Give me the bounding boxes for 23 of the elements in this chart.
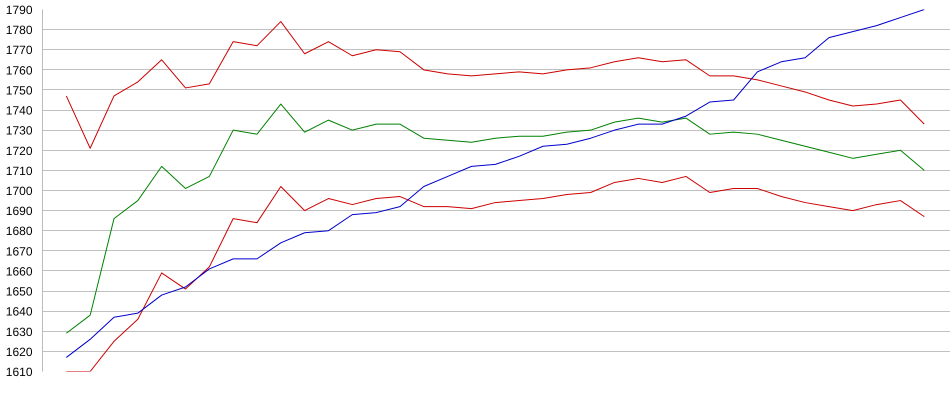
y-tick-label: 1660 (6, 264, 33, 278)
line-series (66, 104, 925, 334)
y-tick-label: 1700 (6, 184, 33, 198)
y-tick-label: 1760 (6, 63, 33, 78)
y-tick-label: 1640 (6, 304, 33, 319)
y-tick-label: 1710 (6, 164, 33, 178)
y-tick-label: 1750 (6, 83, 33, 98)
y-tick-label: 1720 (6, 144, 33, 158)
y-tick-label: 1770 (6, 43, 33, 58)
y-tick-label: 1680 (6, 224, 33, 238)
y-tick-label: 1690 (6, 204, 33, 218)
y-tick-label: 1780 (6, 23, 33, 38)
y-tick-label: 1740 (6, 104, 33, 118)
y-tick-label: 1730 (6, 124, 33, 138)
line-series (66, 21, 925, 149)
y-tick-label: 1610 (6, 365, 33, 379)
y-tick-label: 1620 (6, 344, 33, 359)
line-series (66, 176, 925, 372)
y-tick-label: 1670 (6, 244, 33, 258)
line-series (66, 10, 925, 358)
y-tick-label: 1790 (6, 3, 33, 17)
y-tick-label: 1630 (6, 324, 33, 339)
y-tick-label: 1650 (6, 284, 33, 299)
